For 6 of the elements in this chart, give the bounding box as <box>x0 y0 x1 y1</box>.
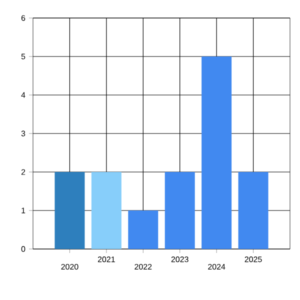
bar <box>202 56 232 249</box>
bar <box>91 172 122 249</box>
bar <box>238 172 268 249</box>
bar <box>54 172 85 249</box>
bar <box>164 172 195 249</box>
bar <box>128 210 158 249</box>
